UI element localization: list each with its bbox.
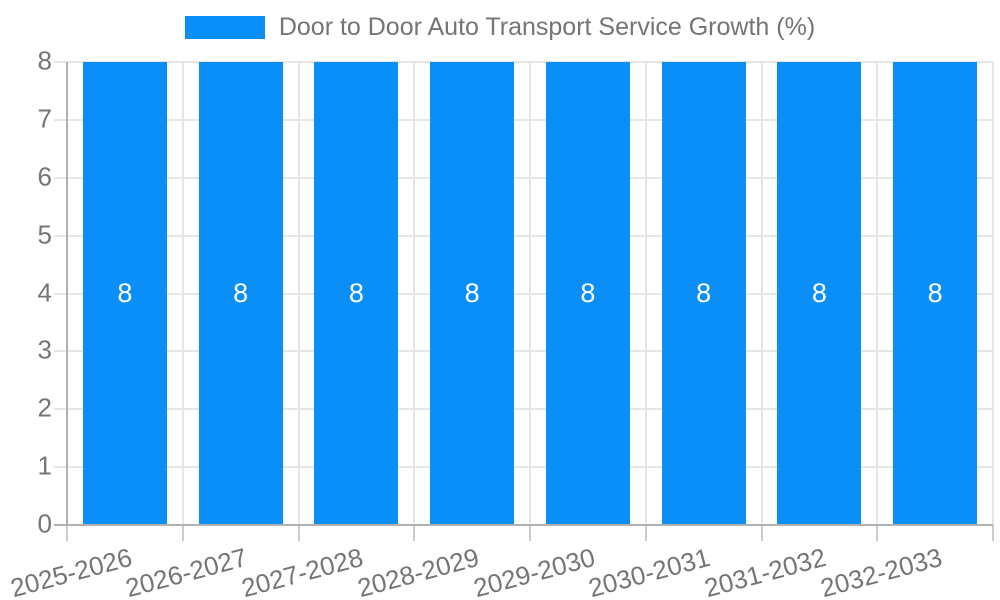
x-tick-label: 2027-2028 [238, 542, 367, 600]
y-tick-label: 5 [37, 218, 52, 249]
y-tick-label: 0 [37, 508, 52, 539]
bar-value-label: 8 [464, 278, 480, 308]
x-tick-label: 2028-2029 [354, 542, 482, 600]
x-tick-label: 2026-2027 [122, 542, 251, 600]
y-tick-label: 1 [37, 450, 52, 481]
bar-value-label: 8 [811, 278, 827, 308]
bar[interactable]: 8 [314, 62, 399, 525]
bar[interactable]: 8 [198, 62, 283, 525]
x-gridline [413, 62, 416, 525]
x-tick-label: 2029-2030 [469, 542, 598, 600]
x-tick [413, 525, 416, 541]
bar-value-label: 8 [348, 278, 364, 308]
x-tick [181, 525, 184, 541]
y-tick-label: 3 [37, 334, 52, 365]
x-gridline [644, 62, 647, 525]
bar-value-label: 8 [927, 278, 943, 308]
legend-swatch [184, 16, 265, 39]
y-gridline [54, 61, 993, 63]
legend: Door to Door Auto Transport Service Grow… [0, 13, 1000, 42]
bar[interactable]: 8 [893, 62, 978, 525]
y-gridline [54, 176, 993, 179]
x-tick [644, 525, 647, 541]
x-tick-label: 2031-2032 [701, 542, 830, 600]
y-gridline [54, 408, 993, 411]
y-tick-label: 8 [37, 45, 52, 76]
x-gridline [876, 62, 879, 525]
x-tick-label: 2032-2033 [817, 542, 945, 600]
y-gridline [54, 466, 993, 469]
y-tick-label: 4 [37, 276, 52, 307]
x-gridline [297, 62, 300, 525]
bar-value-label: 8 [117, 278, 133, 308]
x-tick [297, 525, 300, 541]
bar-value-label: 8 [580, 278, 596, 308]
bar[interactable]: 8 [661, 62, 746, 525]
y-gridline [54, 118, 993, 121]
y-gridline [54, 350, 993, 353]
x-tick [876, 525, 879, 541]
bar[interactable]: 8 [82, 62, 167, 525]
x-tick-label: 2030-2031 [585, 542, 714, 600]
bar[interactable]: 8 [545, 62, 630, 525]
x-gridline [760, 62, 763, 525]
x-gridline [992, 62, 994, 525]
x-tick [529, 525, 531, 541]
y-axis-line [66, 62, 68, 525]
bar-value-label: 8 [233, 278, 249, 308]
y-gridline [54, 234, 993, 237]
x-axis-line [54, 524, 993, 526]
y-tick-label: 2 [37, 392, 52, 423]
x-tick [66, 525, 68, 541]
x-gridline [181, 62, 184, 525]
bar[interactable]: 8 [777, 62, 862, 525]
bar[interactable]: 8 [430, 62, 515, 525]
x-tick [760, 525, 763, 541]
bar-value-label: 8 [696, 278, 712, 308]
y-gridline [54, 292, 993, 295]
x-tick [992, 525, 994, 541]
y-tick-label: 6 [37, 161, 52, 192]
y-tick-label: 7 [37, 103, 52, 134]
legend-label: Door to Door Auto Transport Service Grow… [278, 13, 816, 41]
x-gridline [529, 62, 531, 525]
x-tick-label: 2025-2026 [6, 542, 135, 600]
